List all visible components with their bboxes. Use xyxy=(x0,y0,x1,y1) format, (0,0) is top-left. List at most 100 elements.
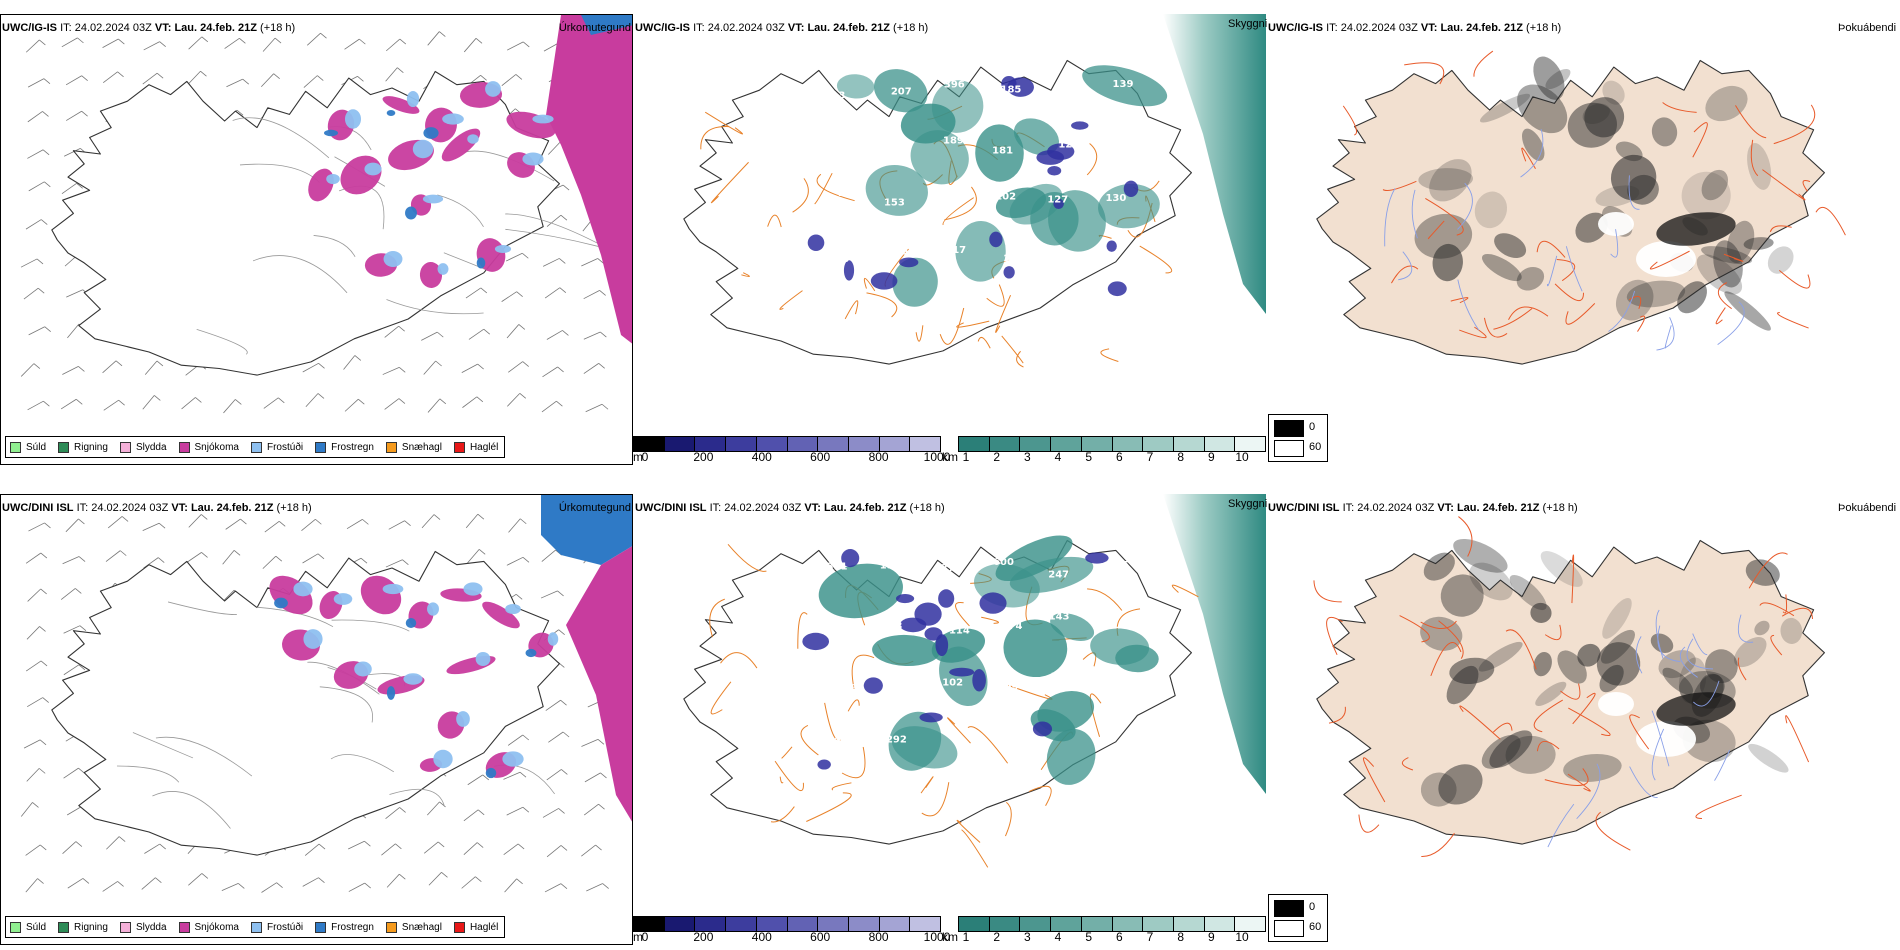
colorbar-tick-label: 0 xyxy=(641,450,649,464)
colorbar-tick-label: 7 xyxy=(1146,450,1154,464)
colorbar-tick-label: 800 xyxy=(868,930,889,944)
panel-header-row1-fog: UWC/IG-IS IT: 24.02.2024 03Z VT: Lau. 24… xyxy=(1268,22,1562,34)
legend-swatch xyxy=(178,441,190,453)
colorbar-segment xyxy=(1143,917,1174,931)
colorbar-segment xyxy=(1051,437,1082,451)
precip-type-map-row2 xyxy=(20,495,632,893)
legend-swatch xyxy=(178,921,190,933)
legend-swatch xyxy=(58,441,70,453)
colorbar-tick-label: 400 xyxy=(751,930,772,944)
fog-legend-swatch-60 xyxy=(1274,440,1304,457)
legend-item-frostúði: Frostúði xyxy=(250,921,303,933)
cloudbase-label: 102 xyxy=(942,677,963,688)
cloudbase-label: 292 xyxy=(886,734,907,745)
cloudbase-label: 127 xyxy=(1047,195,1068,206)
visibility-colorbar-row2 xyxy=(958,916,1266,932)
colorbar-tick-label: 10 xyxy=(1235,450,1249,464)
colorbar-tick-label: 3 xyxy=(1023,450,1031,464)
panel-title-row1-fog: Þokuábendi xyxy=(1838,22,1897,34)
legend-swatch xyxy=(119,921,131,933)
cloudbase-label: 109 xyxy=(997,682,1018,693)
visibility-panel-row1: 413 207 396 185 312 139 118 426 189 181 120 29 132 15… xyxy=(633,14,1266,434)
panel-title-row2-vis: Skyggni xyxy=(1228,498,1268,510)
fog-map-row2 xyxy=(1313,516,1825,857)
legend-swatch xyxy=(453,441,465,453)
cloudbase-label: 371 xyxy=(941,563,962,574)
colorbar-segment xyxy=(756,917,788,931)
cloudbase-label: 177 xyxy=(1050,671,1071,682)
cloudbase-label: 102 xyxy=(995,192,1016,203)
cloudbase-unit-row2: m xyxy=(633,930,643,944)
cloudbase-labels: 413 207 396 185 312 139 118 426 189 181 120 29 132 15… xyxy=(824,79,1133,265)
colorbar-tick-label: 0 xyxy=(641,930,649,944)
cloudbase-label: 23 xyxy=(889,621,903,632)
colorbar-tick-label: 8 xyxy=(1177,450,1184,464)
colorbar-segment xyxy=(1204,917,1236,931)
cloudbase-label: 396 xyxy=(944,80,965,91)
cloudbase-unit-row1: m xyxy=(633,450,643,464)
cloudbase-label: 139 xyxy=(1113,79,1134,90)
fog-map-row1 xyxy=(1316,50,1846,365)
legend-swatch xyxy=(385,921,397,933)
colorbar-segment xyxy=(848,917,880,931)
colorbar-segment xyxy=(1112,917,1144,931)
visibility-map-row2: 391 153 371 600 247 115 682 23 114 474 143 148 163 22… xyxy=(683,494,1266,868)
legend-label: Snæhagl xyxy=(401,921,442,933)
legend-label: Frostregn xyxy=(331,441,374,453)
cloudbase-label: 247 xyxy=(1048,569,1069,580)
colorbar-tick-label: 5 xyxy=(1085,930,1092,944)
colorbar-tick-label: 6 xyxy=(1115,930,1123,944)
colorbar-segment xyxy=(959,917,990,931)
precip-type-map-row1 xyxy=(20,15,632,414)
legend-label: Frostúði xyxy=(266,441,304,453)
legend-label: Haglél xyxy=(469,921,499,933)
legend-label: Slydda xyxy=(135,441,167,453)
precip-type-panel-row1: Súld Rigning Slydda Snjókoma Frostúði Frostre… xyxy=(0,14,633,465)
cloudbase-label: 134 xyxy=(1107,676,1128,687)
colorbar-segment xyxy=(910,437,941,451)
legend-item-snæhagl: Snæhagl xyxy=(385,441,442,453)
legend-label: Snjókoma xyxy=(194,441,239,453)
cloudbase-label: 181 xyxy=(992,145,1013,156)
cloudbase-labels: 391 153 371 600 247 115 682 23 114 474 143 148 163 22… xyxy=(823,557,1132,745)
colorbar-tick-label: 2 xyxy=(993,930,1000,944)
legend-swatch xyxy=(58,921,70,933)
panel-title-row2-precip: Úrkomutegund xyxy=(558,502,631,514)
cloudbase-label: 391 xyxy=(827,561,848,572)
cloudbase-colorbar-row2 xyxy=(633,916,941,932)
legend-swatch xyxy=(453,921,465,933)
cloudbase-label: 280 xyxy=(1004,253,1025,264)
colorbar-tick-label: 400 xyxy=(751,450,772,464)
legend-item-snæhagl: Snæhagl xyxy=(385,921,442,933)
cloudbase-colorbar-row1 xyxy=(633,436,941,452)
panel-title-row1-precip: Úrkomutegund xyxy=(558,22,631,34)
legend-swatch xyxy=(10,441,21,453)
legend-item-snjókoma: Snjókoma xyxy=(178,441,239,453)
colorbar-segment xyxy=(634,917,665,931)
visibility-unit-row2: km xyxy=(942,930,958,944)
colorbar-segment xyxy=(787,917,819,931)
colorbar-tick-label: 200 xyxy=(693,450,714,464)
colorbar-segment xyxy=(818,917,849,931)
legend-label: Rigning xyxy=(74,441,108,453)
colorbar-segment xyxy=(787,437,819,451)
cloudbase-label: 85 xyxy=(895,246,909,257)
cloudbase-label: 148 xyxy=(1112,620,1133,631)
colorbar-segment xyxy=(1081,917,1113,931)
cloudbase-label: 118 xyxy=(828,132,849,143)
colorbar-segment xyxy=(959,437,990,451)
colorbar-segment xyxy=(879,917,911,931)
cloudbase-label: 117 xyxy=(945,245,966,256)
legend-item-slydda: Slydda xyxy=(119,441,167,453)
colorbar-tick-label: 10 xyxy=(1235,930,1249,944)
colorbar-tick-label: 1000 xyxy=(923,450,951,464)
colorbar-tick-label: 1 xyxy=(962,450,970,464)
cloudbase-label: 163 xyxy=(838,683,859,694)
visibility-panel-row2: 391 153 371 600 247 115 682 23 114 474 143 148 163 22… xyxy=(633,494,1266,914)
legend-swatch xyxy=(315,921,327,933)
colorbar-tick-label: 4 xyxy=(1054,450,1062,464)
cloudbase-label: 189 xyxy=(943,135,964,146)
legend-item-snjókoma: Snjókoma xyxy=(178,921,239,933)
visibility-colorbar-row1 xyxy=(958,436,1266,452)
colorbar-segment xyxy=(1235,437,1266,451)
